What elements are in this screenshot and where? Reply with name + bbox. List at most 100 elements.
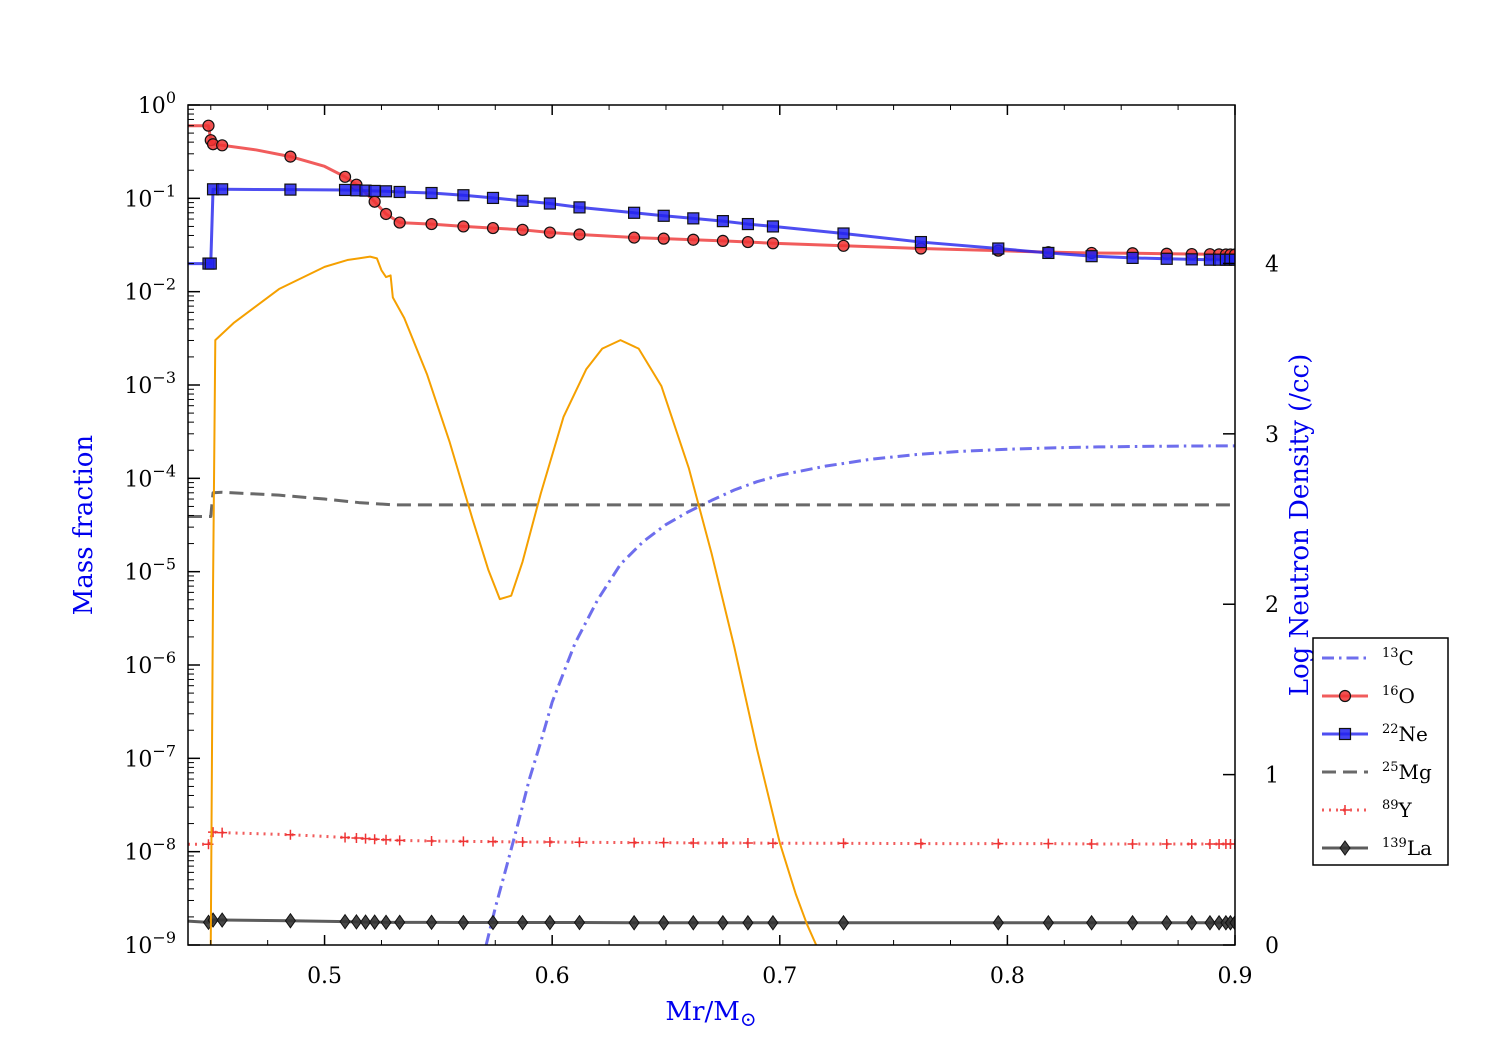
legend-box [1312,637,1449,866]
right-tick-label: 2 [1265,593,1279,618]
data-point [426,836,437,847]
legend-label: 139La [1382,836,1432,860]
plot-area: 0.5 0.6 0.7 0.8 0.910010−110−210−310−410−510… [124,88,1279,989]
legend-label: 25Mg [1382,760,1432,784]
data-point [208,827,219,838]
data-point [379,185,393,198]
data-point [285,829,296,840]
data-point [1160,252,1173,265]
data-point [543,226,556,239]
data-point [1126,914,1139,931]
data-point [915,838,926,849]
data-point [1229,914,1235,931]
data-point [1228,253,1235,266]
legend-item-ne: 22Ne [1322,722,1428,746]
data-point [486,191,500,205]
data-point [657,209,670,222]
x-axis-title: Mr/M⊙ [665,997,756,1031]
data-point [338,183,352,197]
data-point [741,235,755,249]
data-point [394,914,406,931]
data-point [716,234,729,247]
data-point [216,183,229,196]
data-point [379,207,393,221]
data-point [487,914,499,931]
data-point [369,834,380,845]
data-point [516,194,529,207]
series-ne [188,183,1235,270]
data-point [338,170,352,183]
data-point [1127,838,1138,849]
data-point [457,220,470,233]
data-point [457,914,470,931]
left-tick-label: 10−9 [124,928,176,959]
series-line [484,444,1235,945]
data-point [544,914,556,931]
legend-marker [1338,689,1352,703]
data-point [517,836,528,847]
series-y [188,827,1235,850]
legend-marker [1338,727,1352,741]
data-point [687,212,700,225]
data-point [1042,914,1054,931]
data-point [1042,246,1055,260]
data-point [687,233,700,246]
legend: 13C 16O 22Ne 25Mg 89Y 139La [1312,637,1449,866]
data-point [766,237,780,250]
x-tick-label: 0.6 [535,964,570,989]
data-point [393,216,406,229]
ticks-layer: 0.5 0.6 0.7 0.8 0.910010−110−210−310−410−510… [124,88,1279,989]
data-point [837,227,850,240]
data-point [217,827,228,838]
data-point [914,235,928,249]
data-point [359,914,372,930]
data-point [717,837,728,848]
legend-marker [1340,805,1350,815]
left-tick-label: 10−5 [124,555,176,586]
data-point [1086,838,1097,849]
data-point [202,119,215,132]
x-tick-label: 0.8 [990,964,1025,989]
left-tick-label: 10−1 [124,181,176,212]
legend-item-y: 89Y [1322,798,1413,822]
series-line [188,490,1235,518]
data-point [1161,838,1172,849]
data-point [339,913,351,930]
plot-frame [187,104,1236,946]
data-point [573,914,586,931]
data-point [992,242,1005,255]
data-point [628,231,641,244]
data-point [1126,251,1139,265]
data-point [425,186,438,200]
left-tick-label: 10−7 [124,741,176,772]
data-point [742,837,753,848]
data-point [458,836,469,847]
data-point [360,833,371,844]
data-point [629,837,640,848]
left-axis-title: Mass fraction [69,435,99,616]
legend-label: 16O [1382,684,1415,708]
right-tick-label: 1 [1265,764,1279,789]
data-point [457,189,470,202]
x-tick-label: 0.7 [762,964,797,989]
data-point [1204,838,1215,849]
data-point [393,185,406,199]
data-point [487,836,498,847]
data-point [767,914,779,931]
data-point [574,837,585,848]
legend-label: 13C [1382,646,1414,670]
legend-marker [1339,840,1351,856]
legend-item-mg: 25Mg [1322,760,1432,784]
data-point [993,838,1004,849]
data-point [381,834,392,845]
data-point [284,150,297,163]
data-point [1186,838,1197,849]
data-point [657,232,670,245]
data-point [837,239,850,252]
data-point [425,914,438,931]
data-point [1161,914,1173,931]
data-point [368,195,381,208]
data-point [216,912,228,928]
data-point [716,215,729,228]
